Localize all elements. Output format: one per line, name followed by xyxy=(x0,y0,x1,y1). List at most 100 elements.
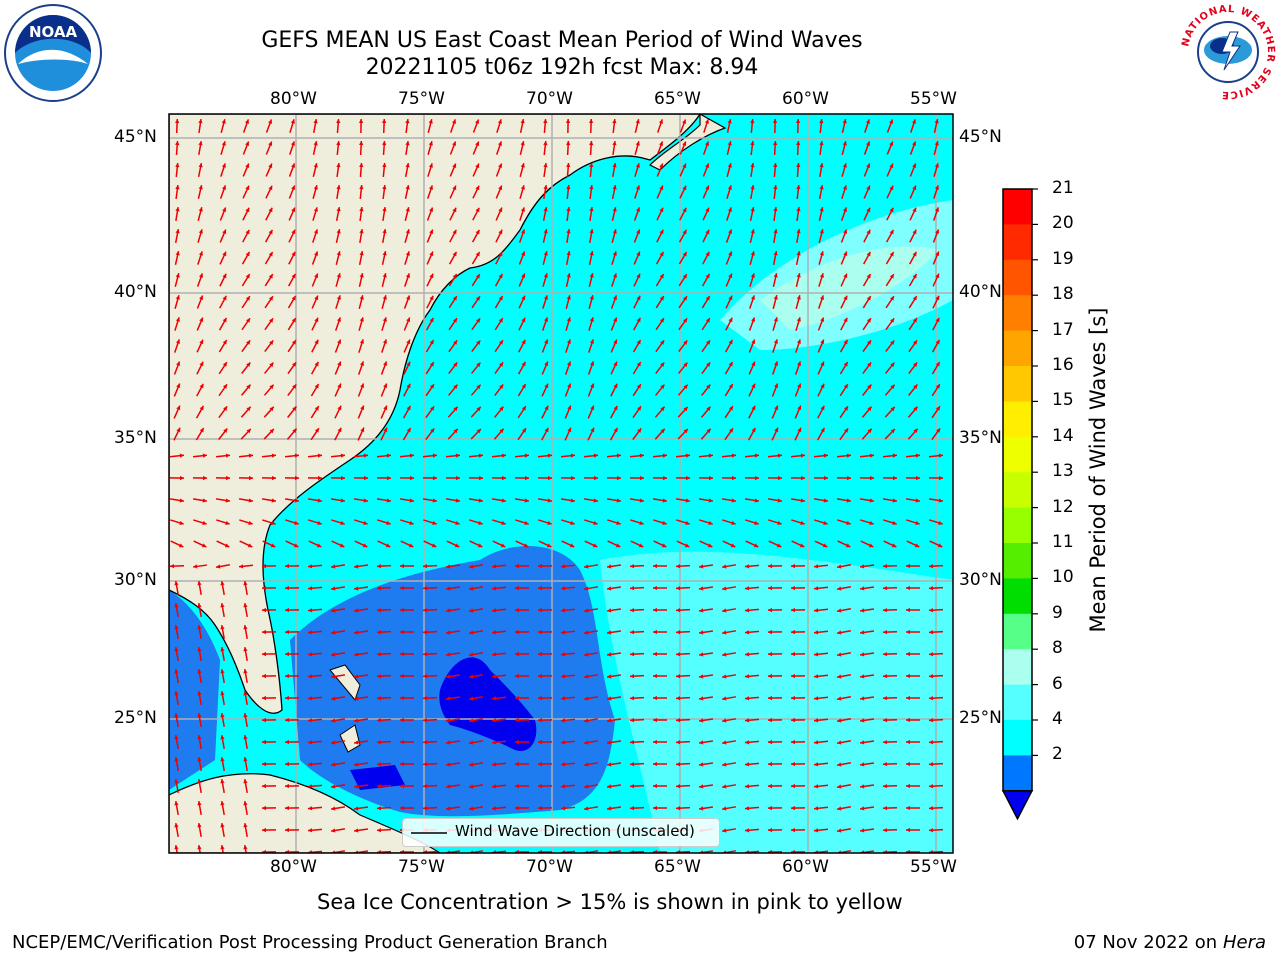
wave-arrow xyxy=(491,784,507,789)
wave-arrow xyxy=(174,822,179,838)
wave-arrow xyxy=(767,585,783,591)
wave-arrow xyxy=(215,564,231,569)
wave-arrow xyxy=(284,739,300,745)
wave-arrow xyxy=(376,696,392,701)
wave-arrow xyxy=(629,717,645,723)
wave-arrow xyxy=(560,630,576,635)
wave-arrow xyxy=(702,251,710,265)
wave-arrow xyxy=(721,564,737,569)
map-frame xyxy=(168,113,954,854)
wave-arrow xyxy=(679,207,687,221)
wave-arrow xyxy=(883,540,897,548)
wave-arrow xyxy=(220,141,226,155)
wave-arrow xyxy=(931,427,941,441)
wave-arrow xyxy=(652,849,668,853)
wave-arrow xyxy=(702,185,710,199)
wave-arrow xyxy=(308,519,322,525)
wave-arrow xyxy=(175,206,180,222)
wave-arrow xyxy=(859,696,875,701)
wave-arrow xyxy=(611,229,617,243)
wave-arrow xyxy=(655,251,665,265)
wave-arrow xyxy=(840,317,848,331)
wave-arrow xyxy=(701,295,711,309)
wave-arrow xyxy=(610,317,618,331)
wave-arrow xyxy=(261,695,277,701)
wave-arrow xyxy=(422,673,438,679)
bahamas-island xyxy=(329,664,361,702)
wave-arrow xyxy=(928,475,944,481)
wave-arrow xyxy=(445,453,461,458)
wave-arrow xyxy=(219,229,227,243)
colorbar-tick-label: 9 xyxy=(1052,602,1063,623)
wave-arrow xyxy=(630,540,644,548)
lon-tick-label-top: 75°W xyxy=(398,89,445,109)
wave-arrow xyxy=(243,844,248,853)
wave-arrow xyxy=(491,674,507,679)
wave-arrow xyxy=(377,519,391,525)
map-plot-area xyxy=(169,114,953,853)
wave-arrow xyxy=(403,361,411,375)
wave-arrow xyxy=(560,608,576,613)
wave-arrow xyxy=(219,251,227,265)
wave-arrow xyxy=(353,674,369,679)
wave-arrow xyxy=(932,207,940,221)
wave-arrow xyxy=(794,427,802,441)
wave-arrow xyxy=(353,828,369,833)
wave-arrow xyxy=(790,607,806,613)
wave-arrow xyxy=(330,586,346,591)
wave-arrow xyxy=(196,295,204,309)
colorbar-label: Mean Period of Wind Waves [s] xyxy=(1086,307,1110,633)
wave-arrow xyxy=(583,806,599,811)
legend-label: Wind Wave Direction (unscaled) xyxy=(455,822,695,840)
wave-arrow xyxy=(220,163,227,177)
wave-arrow xyxy=(652,651,668,657)
wave-arrow xyxy=(675,652,691,657)
wave-arrow xyxy=(905,739,921,745)
wave-arrow xyxy=(537,475,553,481)
wave-arrow xyxy=(813,806,829,811)
wave-arrow xyxy=(583,498,599,503)
wave-arrow xyxy=(790,805,806,811)
wind-wave-arrows xyxy=(169,118,944,853)
wave-arrow xyxy=(560,784,576,789)
wave-arrow xyxy=(284,827,300,833)
wave-arrow xyxy=(701,384,711,396)
wave-arrow xyxy=(588,250,594,266)
wave-arrow xyxy=(400,540,414,548)
wave-arrow xyxy=(726,185,732,199)
wave-arrow xyxy=(675,740,691,745)
wave-arrow xyxy=(543,162,548,178)
wave-arrow xyxy=(767,453,783,458)
wave-arrow xyxy=(496,119,502,133)
wave-arrow xyxy=(629,695,645,701)
wave-arrow xyxy=(836,828,852,833)
wave-arrow xyxy=(767,783,783,789)
wave-arrow xyxy=(495,141,503,155)
wave-arrow xyxy=(813,453,829,458)
wave-arrow xyxy=(307,806,323,811)
wave-arrow xyxy=(790,629,806,635)
wave-arrow xyxy=(174,646,179,662)
wave-arrow xyxy=(175,184,180,200)
wave-arrow xyxy=(700,428,712,440)
wave-arrow xyxy=(678,251,688,265)
wave-arrow xyxy=(399,761,415,767)
wave-arrow xyxy=(468,740,484,745)
wave-arrow xyxy=(537,651,553,657)
wave-arrow xyxy=(284,629,300,635)
wave-arrow xyxy=(422,651,438,657)
wave-arrow xyxy=(265,207,273,221)
wave-arrow xyxy=(426,229,434,243)
wave-arrow xyxy=(701,317,711,331)
wave-arrow xyxy=(307,586,323,591)
wave-arrow xyxy=(907,428,919,440)
wave-arrow xyxy=(612,162,617,178)
wave-arrow xyxy=(652,453,668,458)
wave-arrow xyxy=(908,384,918,396)
wave-arrow xyxy=(611,207,617,221)
wave-arrow xyxy=(423,519,437,525)
wave-arrow xyxy=(560,564,576,569)
wave-arrow xyxy=(589,140,594,156)
lon-tick-label-bottom: 55°W xyxy=(910,857,957,877)
wave-arrow xyxy=(882,761,898,767)
